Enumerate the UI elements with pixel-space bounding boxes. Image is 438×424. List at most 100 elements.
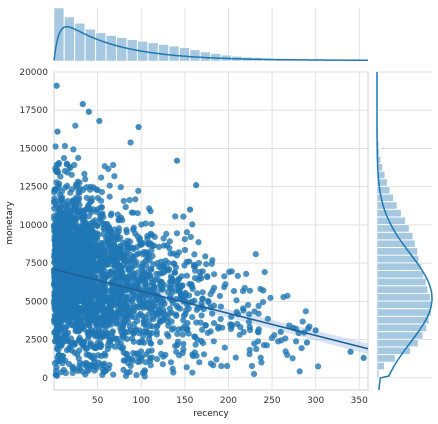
- scatter-point: [120, 256, 127, 264]
- scatter-point: [199, 295, 206, 302]
- scatter-point: [141, 283, 148, 290]
- scatter-point: [202, 322, 209, 329]
- scatter-point: [181, 236, 188, 243]
- scatter-point: [261, 269, 268, 276]
- scatter-point: [106, 182, 113, 189]
- scatter-point: [233, 297, 240, 304]
- scatter-point: [108, 233, 115, 240]
- scatter-point: [74, 367, 81, 374]
- scatter-point: [122, 204, 129, 211]
- scatter-point: [82, 268, 89, 275]
- scatter-point: [173, 230, 181, 237]
- scatter-point: [240, 307, 247, 314]
- scatter-point: [83, 259, 90, 266]
- scatter-point: [196, 268, 203, 276]
- y-histogram-bar: [376, 255, 419, 263]
- scatter-point: [132, 326, 139, 333]
- y-histogram-bar: [376, 239, 416, 248]
- scatter-point: [134, 269, 142, 276]
- scatter-point: [120, 305, 128, 312]
- scatter-point: [124, 329, 131, 336]
- scatter-point: [258, 359, 265, 366]
- y-histogram-bar: [376, 331, 424, 340]
- scatter-point: [93, 286, 101, 294]
- scatter-point: [138, 221, 145, 228]
- scatter-point: [264, 315, 271, 322]
- scatter-point: [72, 122, 79, 129]
- scatter-point: [250, 370, 258, 378]
- scatter-point: [181, 246, 189, 254]
- scatter-point: [183, 364, 190, 371]
- scatter-point: [98, 188, 105, 196]
- scatter-point: [190, 263, 197, 270]
- scatter-point: [58, 369, 65, 376]
- y-histogram-bar: [376, 262, 422, 271]
- scatter-point: [302, 308, 309, 315]
- scatter-point: [93, 322, 100, 329]
- scatter-point: [102, 367, 109, 374]
- scatter-point: [160, 235, 167, 242]
- scatter-point: [81, 315, 88, 322]
- scatter-point: [90, 352, 97, 359]
- y-tick-label: 12500: [19, 183, 48, 193]
- scatter-point: [63, 161, 70, 168]
- scatter-point: [306, 323, 313, 330]
- scatter-point: [218, 363, 225, 370]
- scatter-point: [289, 355, 296, 362]
- scatter-point: [147, 355, 154, 362]
- scatter-point: [98, 197, 105, 204]
- y-tick-label: 2500: [25, 336, 48, 346]
- scatter-point: [83, 363, 90, 370]
- scatter-point: [257, 285, 264, 293]
- scatter-point: [60, 155, 68, 162]
- scatter-point: [189, 221, 196, 228]
- scatter-point: [170, 325, 177, 332]
- scatter-point: [54, 128, 61, 135]
- y-histogram-bar: [376, 186, 390, 195]
- scatter-point: [78, 254, 85, 261]
- scatter-point: [77, 325, 84, 332]
- scatter-point: [54, 331, 61, 338]
- scatter-point: [82, 176, 89, 183]
- scatter-point: [76, 269, 83, 276]
- scatter-point: [114, 253, 121, 260]
- y-marginal-histogram: [376, 72, 433, 391]
- scatter-point: [226, 268, 233, 275]
- scatter-point: [105, 242, 112, 249]
- scatter-point: [154, 322, 161, 329]
- scatter-point: [180, 340, 187, 348]
- scatter-point: [64, 169, 71, 176]
- scatter-point: [221, 284, 228, 291]
- scatter-point: [203, 261, 210, 268]
- y-tick-label: 20000: [19, 68, 48, 78]
- scatter-point: [141, 278, 148, 285]
- scatter-point: [96, 117, 103, 125]
- scatter-point: [53, 364, 60, 371]
- y-tick-label: 7500: [25, 259, 48, 269]
- scatter-point: [146, 205, 153, 212]
- scatter-point: [117, 248, 124, 256]
- x-histogram-bar: [64, 16, 75, 62]
- scatter-point: [126, 197, 133, 204]
- scatter-point: [232, 354, 239, 361]
- scatter-point: [132, 196, 139, 203]
- y-histogram-bar: [376, 362, 385, 370]
- scatter-point: [53, 324, 61, 331]
- scatter-point: [169, 365, 176, 372]
- scatter-point: [162, 311, 169, 318]
- scatter-point: [63, 202, 70, 210]
- scatter-point: [65, 360, 73, 368]
- scatter-point: [159, 361, 166, 368]
- scatter-point: [130, 245, 137, 253]
- x-tick-label: 350: [351, 396, 368, 406]
- scatter-point: [183, 229, 190, 236]
- scatter-point: [150, 313, 157, 321]
- scatter-point: [96, 308, 103, 315]
- scatter-point: [164, 331, 171, 338]
- x-histogram-bar: [85, 28, 96, 62]
- scatter-point: [237, 324, 244, 331]
- scatter-point: [94, 223, 101, 230]
- scatter-point: [187, 233, 194, 241]
- scatter-point: [123, 226, 130, 233]
- scatter-point: [72, 293, 79, 300]
